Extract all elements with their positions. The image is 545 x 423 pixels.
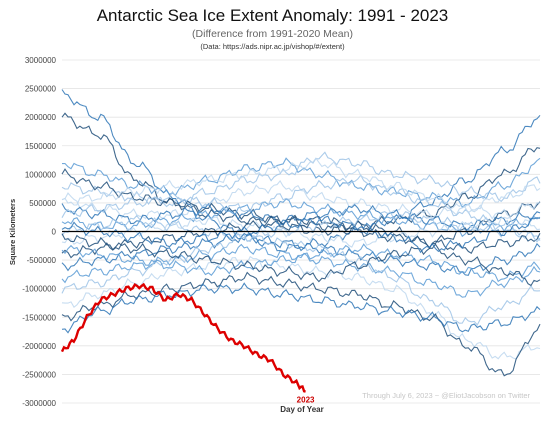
- chart-subtitle: (Difference from 1991-2020 Mean): [192, 28, 353, 40]
- series-line: [61, 216, 541, 248]
- y-tick-label: -1500000: [22, 313, 56, 322]
- credit-annotation: Through July 6, 2023 ~ @EliotJacobson on…: [362, 391, 530, 400]
- series-line: [61, 243, 541, 283]
- series-line: [61, 282, 541, 334]
- y-tick-labels: 3000000 2500000 2000000 1500000 1000000 50000…: [22, 56, 56, 408]
- series-line: [61, 215, 541, 259]
- y-tick-label: 1000000: [25, 170, 57, 179]
- series-line: [61, 89, 541, 252]
- y-tick-label: -2000000: [22, 342, 56, 351]
- series-line: [61, 174, 541, 243]
- chart-title: Antarctic Sea Ice Extent Anomaly: 1991 -…: [96, 6, 449, 25]
- series-line: [61, 168, 541, 249]
- y-tick-label: -1000000: [22, 285, 56, 294]
- y-tick-label: 2000000: [25, 113, 57, 122]
- highlight-line: [60, 282, 306, 393]
- series-line: [61, 233, 541, 287]
- chart-source: (Data: https://ads.nipr.ac.jp/vishop/#/e…: [200, 42, 345, 51]
- highlight-year-label: 2023: [297, 396, 315, 405]
- series-line: [61, 243, 541, 298]
- series-line: [61, 157, 541, 209]
- y-tick-label: 500000: [29, 199, 56, 208]
- series-line: [61, 271, 541, 377]
- series-line: [61, 232, 541, 276]
- highlight-series: [60, 282, 306, 393]
- y-tick-label: 2500000: [25, 85, 57, 94]
- y-tick-label: 3000000: [25, 56, 57, 65]
- series-line: [61, 215, 541, 254]
- y-tick-label: 1500000: [25, 142, 57, 151]
- y-tick-label: -500000: [27, 256, 57, 265]
- y-tick-label: 0: [52, 228, 57, 237]
- series-line: [61, 233, 541, 326]
- x-axis-label: Day of Year: [280, 405, 323, 414]
- series-line: [61, 151, 541, 208]
- y-axis-label: Square Kilometers: [8, 199, 17, 265]
- y-tick-label: -3000000: [22, 399, 56, 408]
- y-tick-label: -2500000: [22, 370, 56, 379]
- series-line: [61, 211, 541, 243]
- series-line: [61, 157, 541, 220]
- series-line: [61, 255, 541, 360]
- series-lines: [61, 89, 541, 377]
